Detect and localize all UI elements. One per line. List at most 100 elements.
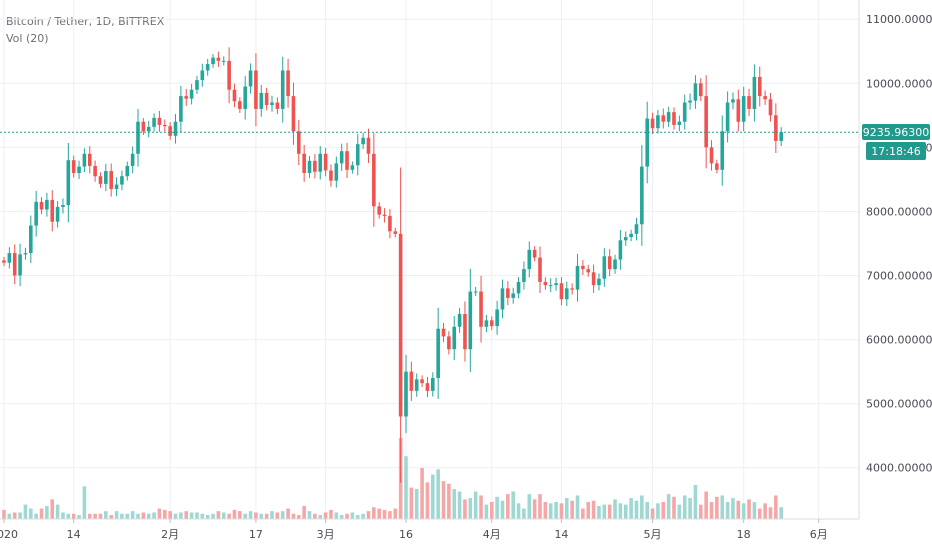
volume-bar [774,495,778,519]
volume-indicator-title[interactable]: Vol (20) [6,32,49,45]
candle-body [431,378,435,391]
volume-bar [495,496,499,519]
candle-body [495,309,499,327]
candle-body [93,165,97,177]
volume-bar [404,456,408,519]
candle-body [189,89,194,99]
volume-bar [436,469,440,519]
candle-body [682,102,687,122]
volume-bar [597,505,601,519]
volume-bar [554,502,558,519]
price-tick-label: 8000.00000 [866,205,932,218]
candle-body [425,383,430,391]
volume-bar [650,508,655,519]
candle-body [39,201,44,210]
candle-body [179,96,183,122]
volume-bar [752,502,757,519]
volume-bar [141,512,146,519]
volume-bar [602,504,607,519]
volume-bar [672,496,676,519]
chart-legend: Bitcoin / Tether, 1D, BITTREX Vol (20) [6,13,164,47]
volume-bar [227,513,231,519]
price-tick-label: 7000.00000 [866,270,932,283]
candle-body [591,272,596,286]
candle-body [666,112,671,122]
volume-bar [297,515,301,519]
candle-body [355,144,360,166]
candle-body [414,379,419,391]
candle-body [71,160,76,173]
volume-bar [731,498,735,519]
candle-body [699,83,703,97]
candle-body [264,92,269,106]
candle-body [45,199,49,210]
candle-body [489,320,494,327]
candle-body [393,231,398,234]
volume-bar [393,508,398,519]
volume-bar [361,513,365,519]
candle-body [61,205,65,207]
volume-bar [366,511,371,519]
candle-body [463,313,467,350]
candle-body [538,257,542,282]
price-axis[interactable]: 4000.00000 5000.00000 6000.00000 7000.00000… [866,13,932,475]
symbol-title[interactable]: Bitcoin / Tether, 1D, BITTREX [6,15,165,28]
volume-bar [87,513,92,519]
volume-bar [613,499,617,519]
candle-body [345,151,349,170]
candle-body [307,160,312,173]
volume-bar [189,512,194,519]
time-tick-label: 14 [67,528,81,541]
volume-bar [741,503,746,519]
candle-body [232,89,237,102]
candle-body [77,166,81,173]
volume-bar [238,511,242,519]
candle-body [565,288,569,300]
candle-body [629,233,633,238]
volume-bar [350,512,355,519]
candle-body [82,153,87,167]
price-candles [2,47,783,483]
volume-bar [195,512,199,519]
volume-bar [221,512,226,519]
volume-bar [211,513,215,519]
candle-body [125,165,130,177]
volume-bar [779,507,783,519]
volume-bar [763,503,767,519]
volume-bar [661,502,666,519]
candle-body [98,176,103,184]
volume-bar [280,511,285,519]
candle-body [634,224,639,234]
candle-body [607,256,612,270]
time-axis[interactable]: 2020 14 2月 17 3月 16 4月 14 5月 18 6月 [0,519,828,541]
grid-lines [0,0,859,519]
volume-bar [489,502,494,519]
volume-bar [307,511,312,519]
candle-body [581,265,585,270]
volume-bar [377,508,381,519]
candle-body [618,240,623,260]
price-tick-label: 11000.00000 [866,13,932,26]
time-tick-label: 3月 [317,528,335,541]
volume-bar [473,491,478,519]
candle-body [779,132,783,141]
volume-bar [355,515,360,519]
volume-bar [591,500,596,519]
candle-body [447,336,451,350]
volume-bar [607,504,612,519]
candle-body [420,379,424,384]
volume-bar [71,513,76,519]
volume-bar [479,495,483,519]
time-tick-label: 6月 [810,528,828,541]
price-tick-label: 6000.00000 [866,334,932,347]
candle-body [522,269,526,282]
candle-body [168,126,172,136]
volume-bar [205,515,210,519]
candle-body [468,291,473,350]
volume-bar [168,511,172,519]
time-tick-label: 2月 [161,528,179,541]
candle-body [506,288,510,298]
volume-bar [447,483,451,519]
candle-body [205,64,210,71]
